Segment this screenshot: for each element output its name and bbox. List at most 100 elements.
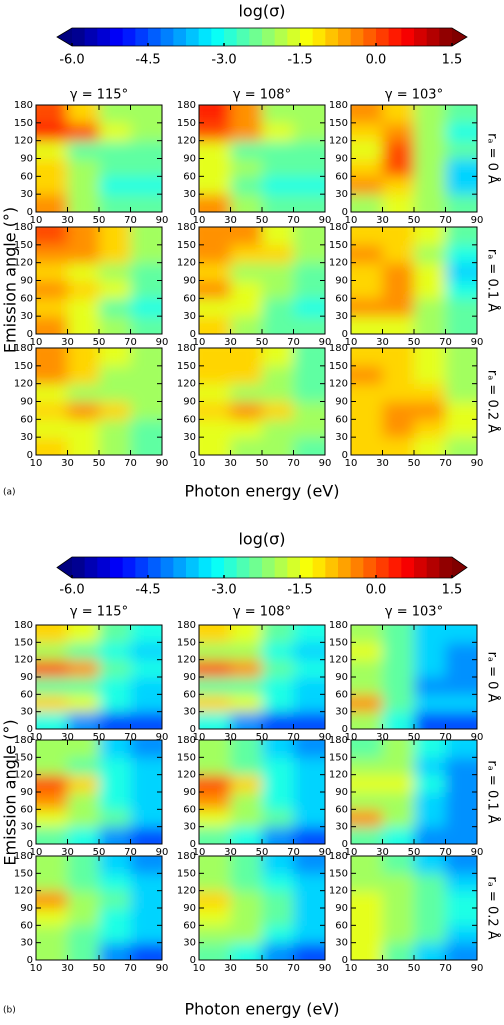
x-tick-label: 70 [124,847,137,858]
y-tick-label: 90 [183,787,196,798]
y-tick-label: 0 [27,839,33,850]
heatmap-cell [445,419,477,438]
heatmap-cell [445,942,477,960]
heatmap-cell [36,694,68,713]
heatmap-cell [67,122,100,142]
y-tick-label: 180 [14,620,33,631]
heatmap-cell [130,383,162,402]
heatmap-cell [445,740,477,758]
heatmap-cell [130,873,162,892]
heatmap-cell [382,176,415,195]
y-tick-label: 180 [14,343,33,354]
x-tick-label: 50 [408,847,421,858]
heatmap-cell [445,140,477,159]
colorbar-segment [173,557,187,578]
y-tick-label: 150 [177,118,196,129]
y-tick-label: 30 [335,822,348,833]
heatmap-cell [445,659,477,678]
heatmap-cells [36,856,162,960]
colorbar-segment [249,28,263,46]
heatmap-cell [199,316,231,334]
heatmap-cell [351,694,383,713]
heatmap-cell [414,856,446,874]
x-tick-label: 70 [124,458,137,469]
heatmap-cell [382,244,415,264]
x-tick-label: 10 [30,732,43,743]
heatmap-cell [67,677,100,695]
heatmap-cell [199,890,231,909]
heatmap-cell [99,908,131,926]
colorbar-segment [439,28,453,46]
heatmap-cell [199,942,231,960]
heatmap-cell [99,757,131,776]
x-tick-label: 70 [124,963,137,974]
heatmap-cell [67,711,100,729]
x-tick-label: 50 [93,337,106,348]
heatmap-cell [230,792,263,810]
y-tick-label: 0 [342,450,348,461]
heatmap-cell [351,316,383,334]
colorbar-tick-label: -4.5 [135,53,160,68]
heatmap-cell [230,942,263,960]
heatmap-cell [130,826,162,844]
heatmap-cell [130,856,162,874]
heatmap-cell [262,401,294,420]
heatmap-cell [262,677,294,695]
heatmap-cell [382,677,415,695]
heatmap-cell [262,792,294,810]
heatmap-cell [230,401,263,420]
colorbar-segment [388,28,402,46]
heatmap-cell [262,659,294,678]
heatmap-cell [351,140,383,159]
colorbar-segment [198,557,212,578]
heatmap-cells [351,348,477,455]
colorbar-segment [401,28,415,46]
heatmap-cell [262,711,294,729]
heatmap-cell [36,890,68,909]
x-tick-label: 90 [319,215,332,226]
heatmap-cell [36,774,68,793]
colorbar-tick-label: -6.0 [59,583,84,598]
heatmap-cell [36,792,68,810]
heatmap-cell [445,176,477,195]
x-tick-label: 70 [287,732,300,743]
heatmap-cell [99,227,131,246]
heatmap-cell [414,659,446,678]
y-tick-label: 120 [14,258,33,269]
x-tick-label: 30 [224,732,237,743]
y-tick-label: 150 [329,868,348,879]
y-tick-label: 30 [183,707,196,718]
y-tick-label: 120 [14,379,33,390]
heatmap-cell [36,122,68,142]
heatmap-cell [351,122,383,142]
heatmap [351,227,477,334]
colorbar-tick-label: 0.0 [366,53,387,68]
heatmap-cell [293,244,325,264]
heatmap-cell [130,642,162,661]
heatmap-cell [230,194,263,212]
x-tick-label: 90 [156,458,169,469]
row-label: rₐ = 0.1 Å [485,760,501,823]
y-tick-label: 90 [335,672,348,683]
heatmap-cells [351,227,477,334]
heatmap-cell [293,227,325,246]
heatmap-cell [230,677,263,695]
y-tick-label: 150 [329,361,348,372]
y-tick-label: 150 [14,118,33,129]
heatmap-cell [445,908,477,926]
y-tick-label: 90 [183,672,196,683]
heatmap-cell [230,437,263,455]
heatmap-cell [445,280,477,299]
heatmap-cell [99,383,131,402]
heatmap-cell [445,194,477,212]
heatmap-cells [36,105,162,212]
y-tick-label: 120 [329,655,348,666]
heatmap-cell [382,348,415,367]
column-title: γ = 115° [70,88,128,103]
heatmap [199,348,325,455]
heatmap-cell [99,792,131,810]
y-tick-label: 180 [329,100,348,111]
heatmap-cell [99,677,131,695]
x-tick-label: 90 [319,732,332,743]
heatmap-cell [67,348,100,367]
